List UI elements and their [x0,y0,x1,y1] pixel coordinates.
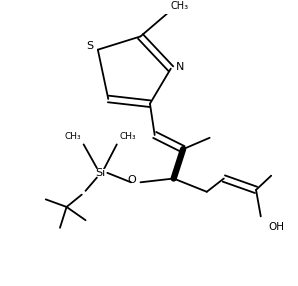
Text: S: S [87,41,94,51]
Text: N: N [176,62,184,72]
Text: OH: OH [268,222,284,232]
Text: CH₃: CH₃ [171,1,189,11]
Text: CH₃: CH₃ [64,132,81,141]
Text: Si: Si [96,168,106,178]
Text: CH₃: CH₃ [119,132,136,141]
Text: O: O [127,175,136,185]
